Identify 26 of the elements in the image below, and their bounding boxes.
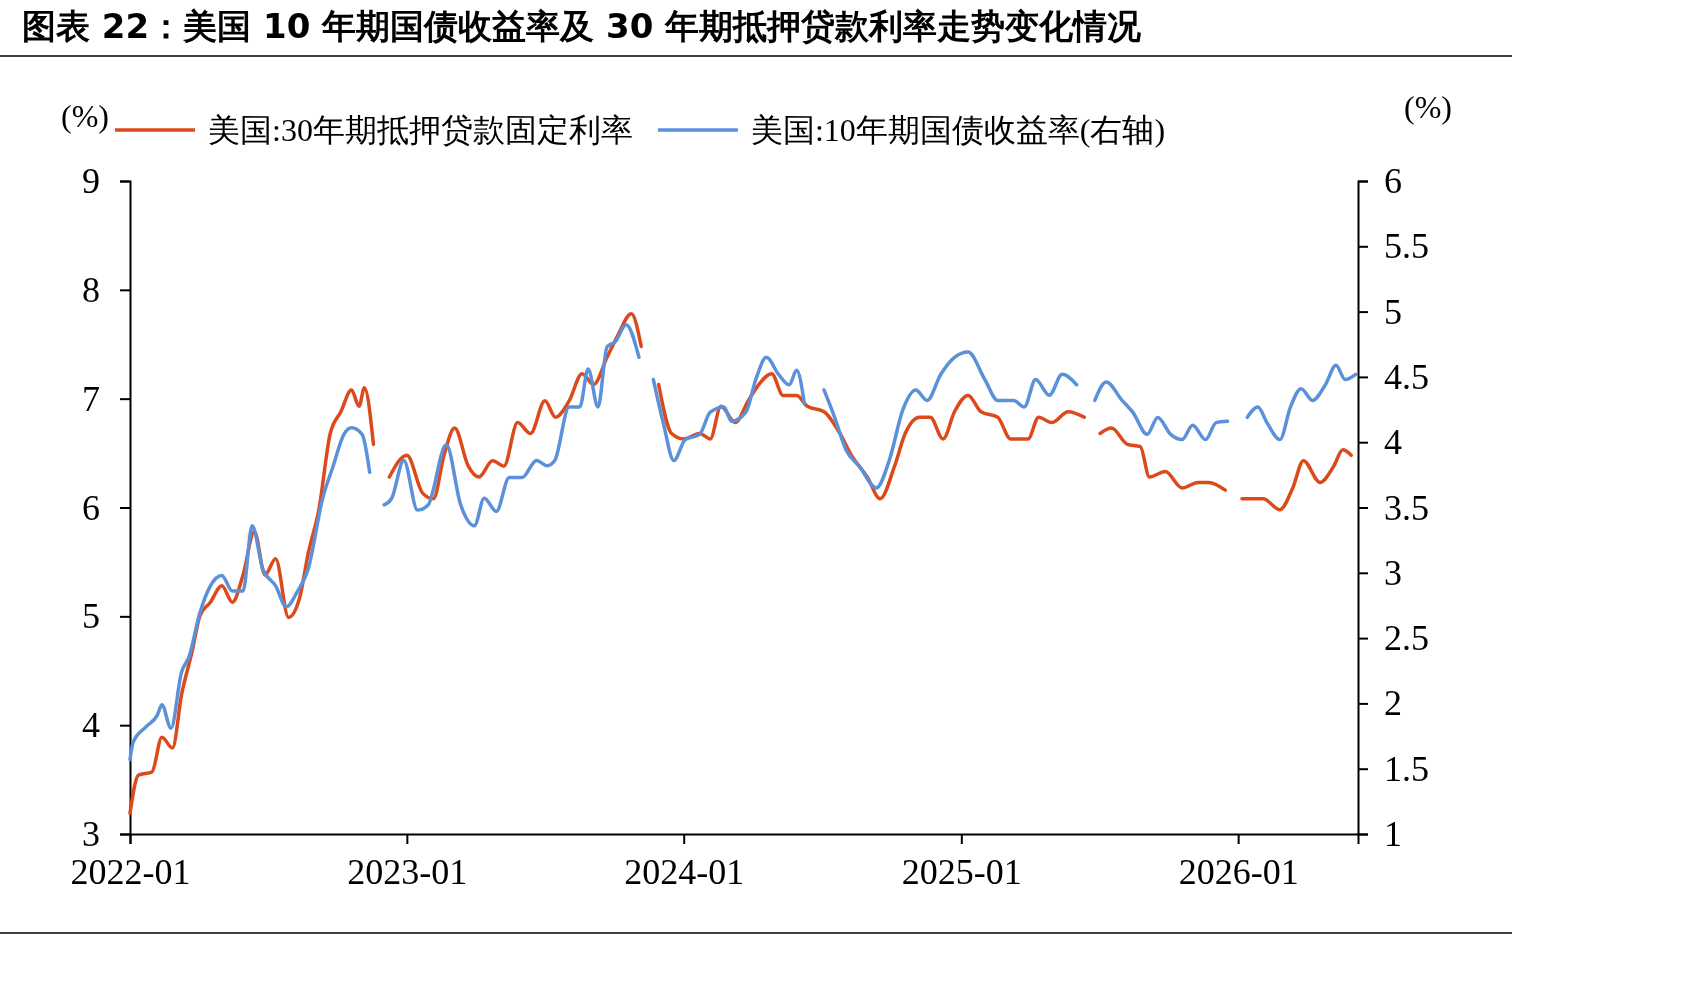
x-tick-label: 2026-01 [1178, 851, 1299, 892]
y-tick-label: 8 [82, 269, 100, 310]
legend-label: 美国:30年期抵押贷款固定利率 [208, 112, 633, 148]
y2-tick-label: 5 [1384, 291, 1402, 332]
y2-tick-label: 4.5 [1384, 356, 1429, 397]
y2-tick-label: 1.5 [1384, 748, 1429, 789]
y-axis-title: (%) [61, 98, 109, 134]
y2-tick-label: 5.5 [1384, 226, 1429, 267]
y2-tick-label: 3.5 [1384, 487, 1429, 528]
y2-axis-title: (%) [1404, 89, 1452, 125]
y2-tick-label: 2.5 [1384, 618, 1429, 659]
x-tick-label: 2025-01 [901, 851, 1022, 892]
legend-label: 美国:10年期国债收益率(右轴) [750, 112, 1166, 148]
x-tick-label: 2024-01 [624, 851, 745, 892]
y2-tick-label: 4 [1384, 422, 1402, 463]
y2-tick-label: 6 [1384, 161, 1402, 202]
y-tick-label: 6 [82, 487, 100, 528]
y2-tick-label: 2 [1384, 683, 1402, 724]
y-tick-label: 7 [82, 378, 100, 419]
chart-title: 图表 22：美国 10 年期国债收益率及 30 年期抵押贷款利率走势变化情况 [22, 6, 1143, 46]
y2-tick-label: 3 [1384, 552, 1402, 593]
x-tick-label: 2023-01 [347, 851, 468, 892]
y-tick-label: 9 [82, 161, 100, 202]
y-tick-label: 4 [82, 705, 100, 746]
y-tick-label: 5 [82, 596, 100, 637]
y2-tick-label: 1 [1384, 814, 1402, 855]
